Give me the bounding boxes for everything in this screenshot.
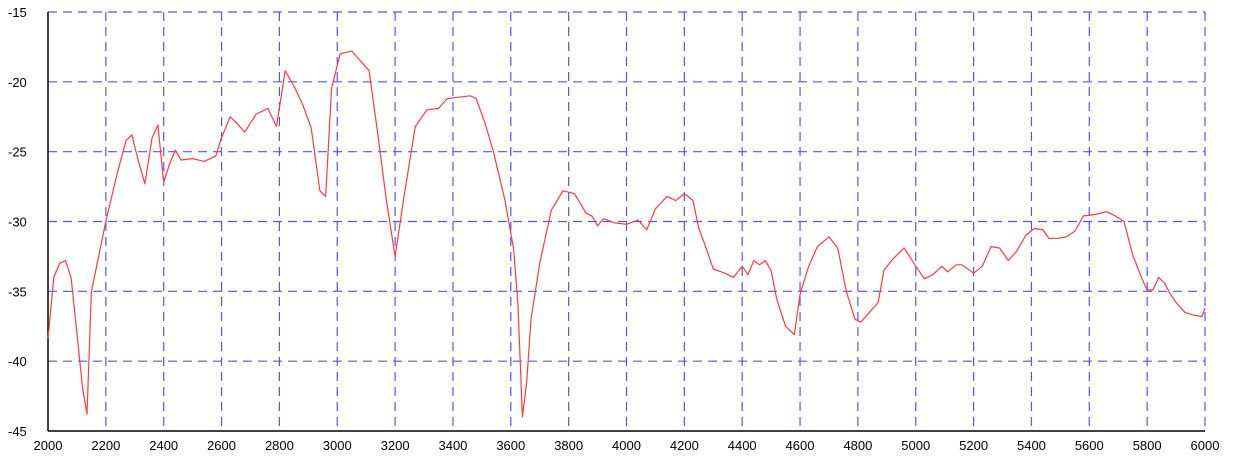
x-tick-label: 2200 (91, 438, 120, 453)
x-tick-label: 3600 (496, 438, 525, 453)
x-tick-label: 2000 (34, 438, 63, 453)
axes (47, 12, 1205, 432)
y-tick-label: -15 (8, 5, 27, 20)
x-tick-label: 3200 (381, 438, 410, 453)
y-tick-label: -35 (8, 284, 27, 299)
x-tick-label: 5600 (1075, 438, 1104, 453)
x-tick-label: 6000 (1191, 438, 1220, 453)
x-tick-labels: 2000 2200 2400 2600 2800 3000 3200 3400 3600 3800… (34, 438, 1220, 453)
y-tick-label: -20 (8, 75, 27, 90)
x-tick-label: 3400 (438, 438, 467, 453)
x-tick-label: 4000 (612, 438, 641, 453)
x-tick-label: 4800 (843, 438, 872, 453)
x-tick-label: 5800 (1133, 438, 1162, 453)
x-tick-label: 2800 (265, 438, 294, 453)
x-tick-label: 4400 (728, 438, 757, 453)
y-tick-label: -40 (8, 354, 27, 369)
y-tick-label: -45 (8, 424, 27, 439)
x-tick-label: 2400 (149, 438, 178, 453)
x-tick-label: 5000 (901, 438, 930, 453)
x-tick-label: 2600 (207, 438, 236, 453)
x-tick-label: 4200 (670, 438, 699, 453)
x-tick-label: 4600 (786, 438, 815, 453)
y-tick-labels: -15 -20 -25 -30 -35 -40 -45 (8, 5, 27, 439)
x-tick-label: 5400 (1017, 438, 1046, 453)
x-tick-label: 5200 (959, 438, 988, 453)
x-tick-label: 3000 (323, 438, 352, 453)
series-line (47, 50, 1206, 418)
y-tick-label: -25 (8, 145, 27, 160)
series-layer (47, 50, 1206, 418)
y-tick-label: -30 (8, 215, 27, 230)
x-tick-label: 3800 (554, 438, 583, 453)
x-gridlines (105, 12, 1206, 431)
